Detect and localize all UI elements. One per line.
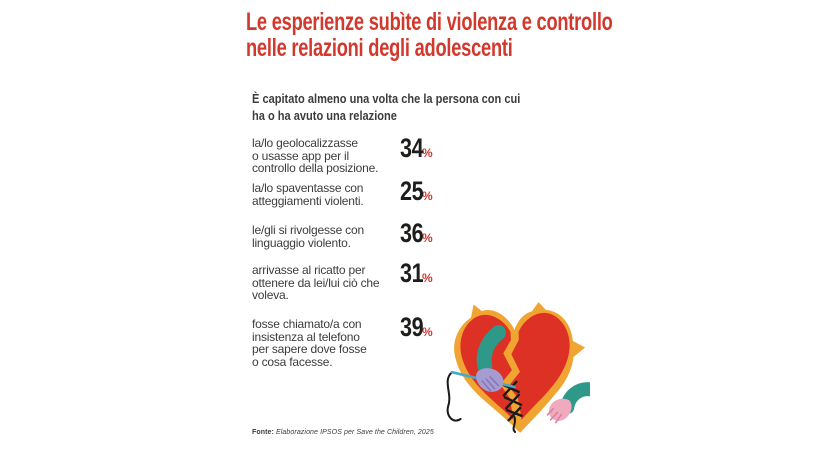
heart-right-half bbox=[508, 312, 570, 420]
source-label: Fonte: bbox=[252, 429, 274, 436]
stat-value-blackmail: 31% bbox=[400, 258, 433, 290]
page-title: Le esperienze subìte di violenza e contr… bbox=[246, 8, 613, 62]
stat-label-frightening: la/lo spaventasse con atteggiamenti viol… bbox=[252, 181, 364, 208]
percent-sign: % bbox=[422, 146, 433, 160]
percent-sign: % bbox=[422, 231, 433, 245]
stat-number: 36 bbox=[400, 218, 424, 248]
stat-value-frightening: 25% bbox=[400, 176, 433, 208]
stat-value-insistent-calls: 39% bbox=[400, 312, 433, 344]
stat-number: 39 bbox=[400, 312, 424, 342]
right-hand-fingers bbox=[546, 407, 563, 424]
stitches bbox=[501, 380, 523, 434]
percent-sign: % bbox=[422, 325, 433, 339]
source-text: Elaborazione IPSOS per Save the Children… bbox=[275, 429, 434, 436]
stat-value-geolocation: 34% bbox=[400, 133, 433, 165]
source-note: Fonte: Elaborazione IPSOS per Save the Ch… bbox=[252, 429, 434, 436]
stat-label-violent-language: le/gli si rivolgesse con linguaggio viol… bbox=[252, 223, 364, 250]
left-hand bbox=[476, 368, 504, 392]
subtitle: È capitato almeno una volta che la perso… bbox=[252, 91, 521, 123]
left-hand-fingers bbox=[481, 376, 500, 392]
stat-value-violent-language: 36% bbox=[400, 218, 433, 250]
broken-heart-illustration bbox=[446, 302, 590, 434]
percent-sign: % bbox=[422, 271, 433, 285]
stat-number: 31 bbox=[400, 258, 424, 288]
left-sleeve bbox=[476, 325, 507, 374]
stat-number: 34 bbox=[400, 133, 424, 163]
sewing-thread bbox=[446, 371, 462, 422]
percent-sign: % bbox=[422, 189, 433, 203]
stat-label-geolocation: la/lo geolocalizzasse o usasse app per i… bbox=[252, 136, 379, 175]
stat-label-insistent-calls: fosse chiamato/a con insistenza al telef… bbox=[252, 317, 367, 369]
stat-label-blackmail: arrivasse al ricatto per ottenere da lei… bbox=[252, 263, 380, 302]
stat-number: 25 bbox=[400, 176, 424, 206]
